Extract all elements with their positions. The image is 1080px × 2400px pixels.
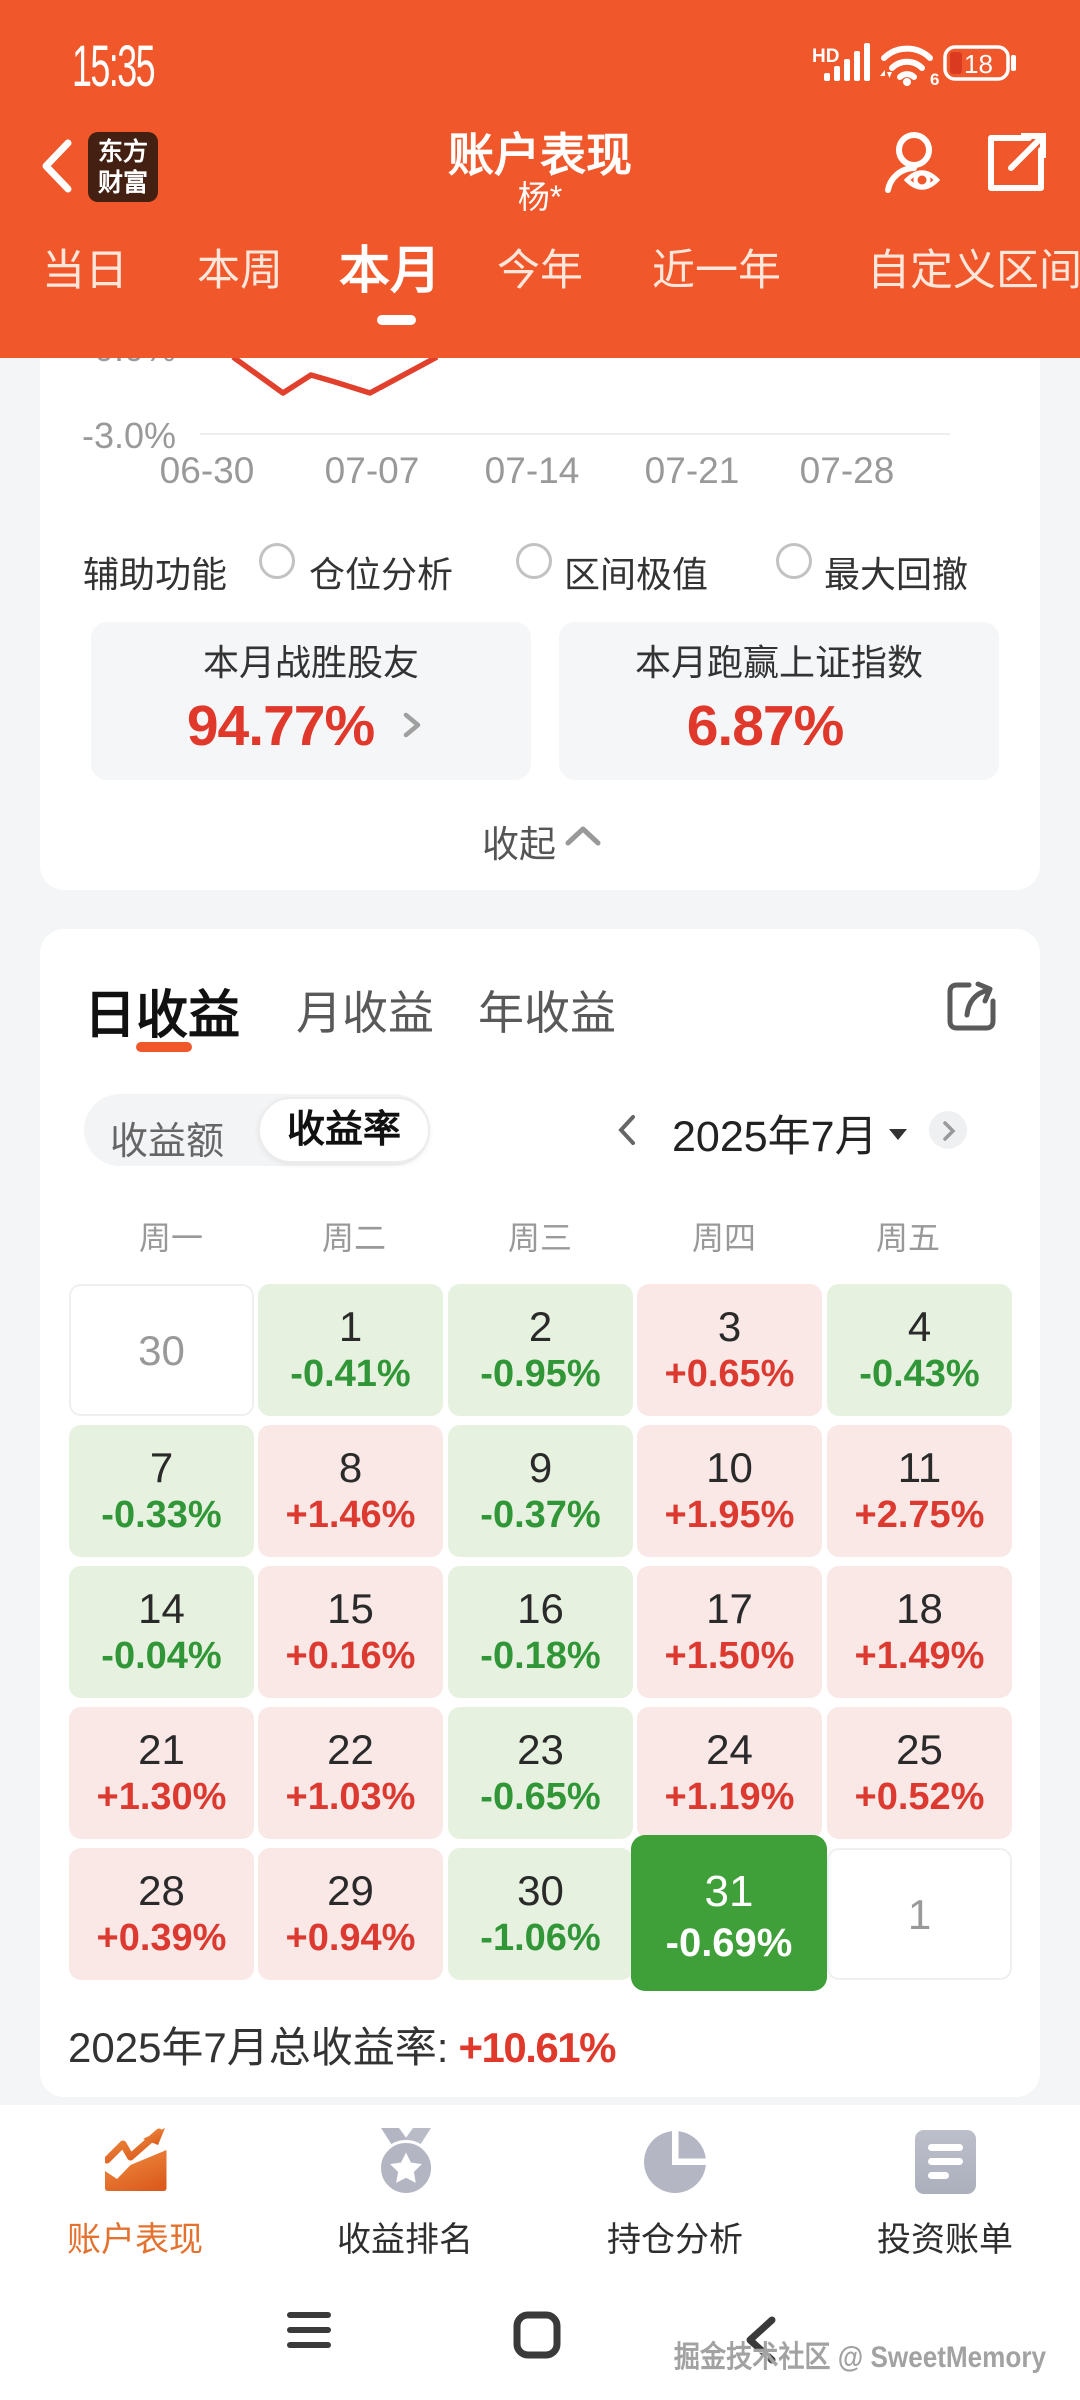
svg-text:18: 18 bbox=[964, 49, 993, 79]
svg-text:6: 6 bbox=[930, 70, 939, 86]
svg-text:HD: HD bbox=[812, 46, 839, 67]
